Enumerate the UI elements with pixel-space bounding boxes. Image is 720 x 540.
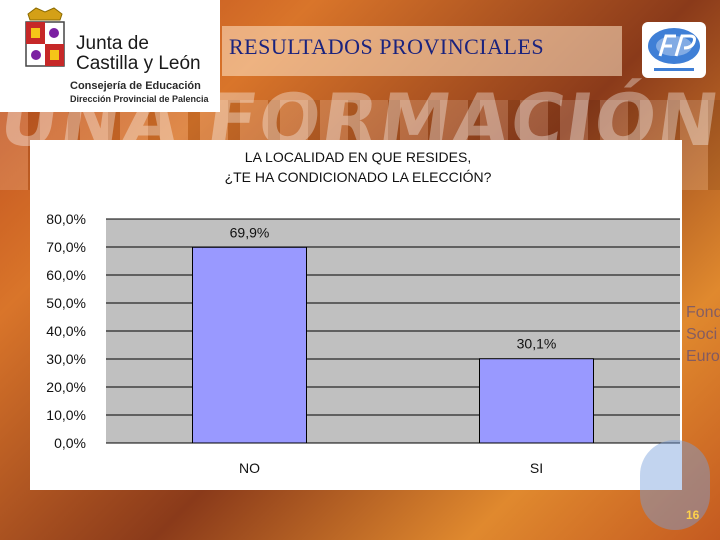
coat-of-arms-icon (25, 7, 65, 67)
slide-title: RESULTADOS PROVINCIALES (229, 34, 545, 59)
y-tick-label: 40,0% (46, 323, 86, 339)
y-tick-label: 0,0% (54, 435, 86, 451)
org-name-line2: Castilla y León (76, 53, 201, 74)
y-tick-label: 50,0% (46, 295, 86, 311)
department-name: Consejería de Educación (70, 80, 201, 92)
side-text-line2: Soci (686, 326, 718, 343)
chart-title-line2: ¿TE HA CONDICIONADO LA ELECCIÓN? (225, 169, 492, 185)
header-logo-area: Junta de Castilla y León Consejería de E… (0, 0, 220, 112)
department-subtitle: Dirección Provincial de Palencia (70, 94, 209, 104)
y-tick-label: 80,0% (46, 211, 86, 227)
x-axis-ticks: NO SI (239, 460, 543, 476)
x-tick-label: NO (239, 460, 260, 476)
side-text: Fond Soci Euro (686, 302, 720, 368)
bar-chart: LA LOCALIDAD EN QUE RESIDES, ¿TE HA COND… (46, 149, 680, 476)
y-tick-label: 20,0% (46, 379, 86, 395)
bar-si (479, 358, 594, 444)
decorative-swirl (640, 440, 710, 530)
fp-logo-icon (648, 28, 700, 71)
organization-name: Junta de Castilla y León (76, 34, 201, 74)
y-axis-ticks: 0,0% 10,0% 20,0% 30,0% 40,0% 50,0% 60,0% 70,0% 8… (46, 211, 86, 451)
data-label: 30,1% (517, 336, 557, 352)
y-tick-label: 30,0% (46, 351, 86, 367)
y-tick-label: 70,0% (46, 239, 86, 255)
x-tick-label: SI (530, 460, 543, 476)
org-name-line1: Junta de (76, 33, 149, 54)
bars (192, 246, 594, 444)
data-label: 69,9% (230, 224, 270, 240)
page-number: 16 (686, 508, 700, 522)
chart-title-line1: LA LOCALIDAD EN QUE RESIDES, (245, 149, 471, 165)
bar-no (192, 246, 307, 444)
chart-panel: LA LOCALIDAD EN QUE RESIDES, ¿TE HA COND… (30, 140, 682, 490)
y-tick-label: 10,0% (46, 407, 86, 423)
y-tick-label: 60,0% (46, 267, 86, 283)
title-backdrop (222, 26, 622, 76)
data-labels: 69,9% 30,1% (230, 224, 557, 351)
side-text-line1: Fond (686, 304, 720, 321)
side-text-line3: Euro (686, 348, 720, 365)
fp-logo (642, 22, 706, 78)
